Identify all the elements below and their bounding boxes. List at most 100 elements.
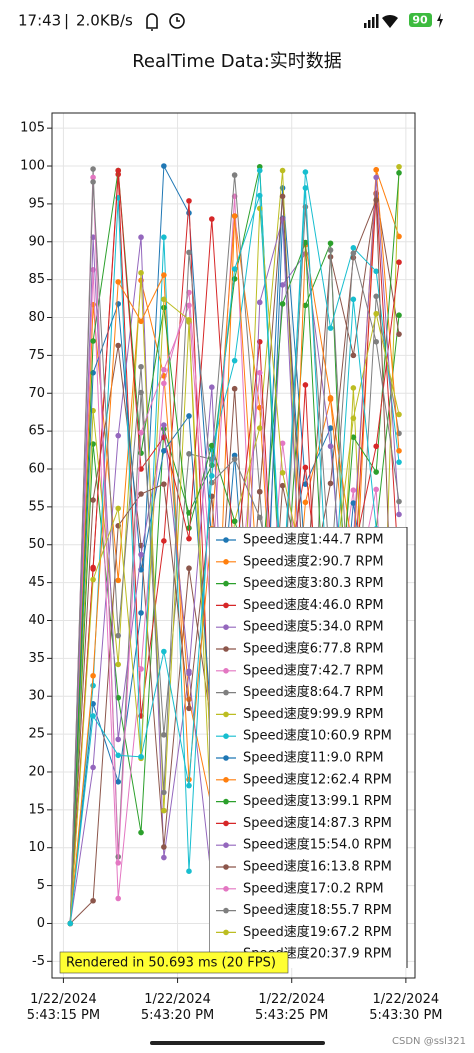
data-point: [302, 499, 309, 506]
data-point: [186, 705, 192, 712]
data-point: [327, 480, 334, 487]
data-point: [256, 425, 263, 431]
legend-label: Speed速度12:62.4 RPM: [243, 771, 392, 787]
data-point: [138, 450, 144, 456]
legend-label: Speed速度19:67.2 RPM: [243, 924, 392, 940]
data-point: [161, 422, 167, 428]
y-tick-label: 100: [20, 159, 45, 174]
data-point: [350, 415, 357, 422]
data-point: [231, 456, 238, 462]
data-point: [90, 179, 96, 185]
annotation: Rendered in 50.693 ms (20 FPS): [66, 956, 276, 971]
data-point: [231, 518, 238, 525]
data-point: [350, 250, 357, 256]
data-point: [373, 174, 379, 181]
data-point: [138, 363, 144, 370]
data-point: [302, 464, 309, 471]
annotation-box: [59, 951, 289, 974]
data-point: [279, 469, 286, 476]
data-point: [138, 491, 144, 497]
data-point: [138, 829, 144, 836]
data-point: [302, 239, 309, 246]
legend-label: Speed速度4:46.0 RPM: [243, 597, 384, 613]
y-tick-label: 50: [28, 537, 45, 552]
data-point: [256, 299, 263, 306]
legend-label: Speed速度8:64.7 RPM: [243, 684, 384, 700]
data-point: [90, 338, 96, 344]
data-point: [161, 538, 167, 544]
data-point: [256, 488, 263, 495]
data-point: [373, 469, 379, 475]
x-tick-label: 1/22/2024 5:43:15 PM: [26, 992, 101, 1023]
data-point: [396, 163, 402, 170]
data-point: [138, 270, 144, 276]
data-point: [209, 479, 215, 486]
y-tick-label: 80: [28, 310, 45, 325]
legend-label: Speed速度18:55.7 RPM: [243, 902, 392, 918]
watermark: CSDN @ssl321: [392, 1036, 466, 1047]
data-point: [396, 170, 402, 176]
data-point: [209, 384, 215, 390]
data-point: [350, 296, 357, 303]
data-point: [327, 240, 334, 247]
data-point: [161, 380, 167, 387]
legend-marker: [223, 886, 229, 892]
data-point: [115, 860, 122, 866]
data-point: [115, 577, 122, 584]
data-point: [186, 668, 192, 675]
legend-marker: [223, 559, 229, 565]
data-point: [186, 535, 192, 542]
y-tick-label: 35: [28, 651, 45, 666]
data-point: [302, 302, 309, 309]
legend-label: Speed速度7:42.7 RPM: [243, 662, 384, 678]
plot-frame: [51, 112, 416, 979]
data-point: [327, 425, 334, 431]
data-point: [373, 310, 379, 317]
legend-label: Speed速度1:44.7 RPM: [243, 532, 384, 548]
legend-marker: [223, 864, 229, 870]
data-point: [138, 610, 144, 616]
y-tick-label: 70: [28, 386, 45, 401]
data-point: [186, 413, 192, 419]
legend-label: Speed速度3:80.3 RPM: [243, 575, 384, 591]
data-point: [209, 442, 215, 449]
data-point: [186, 525, 192, 531]
data-point: [186, 451, 192, 457]
legend-label: Speed速度9:99.9 RPM: [243, 706, 384, 722]
data-point: [186, 565, 192, 572]
data-point: [161, 448, 167, 454]
legend-marker: [223, 798, 229, 805]
y-tick-label: 85: [28, 272, 45, 287]
y-tick-label: 10: [28, 840, 45, 855]
legend: Speed速度1:44.7 RPM Speed速度2:90.7 RPM Speed速…: [209, 527, 408, 968]
data-point: [279, 193, 286, 200]
data-point: [231, 385, 238, 392]
data-point: [231, 172, 238, 178]
data-point: [90, 166, 96, 172]
data-point: [373, 486, 379, 493]
data-point: [115, 895, 122, 902]
data-point: [115, 632, 122, 639]
y-tick-label: 30: [28, 689, 45, 704]
data-point: [396, 233, 402, 240]
status-separator: |: [64, 12, 69, 30]
data-point: [256, 192, 263, 199]
legend-label: Speed速度11:9.0 RPM: [243, 750, 384, 766]
data-point: [279, 301, 286, 307]
data-point: [90, 576, 96, 583]
data-point: [115, 279, 122, 285]
legend-marker: [223, 907, 229, 914]
data-point: [67, 920, 74, 927]
data-point: [90, 764, 96, 771]
data-point: [231, 357, 238, 364]
legend-marker: [223, 733, 229, 739]
data-point: [161, 272, 167, 278]
legend-marker: [223, 755, 229, 761]
x-tick-label: 1/22/2024 5:43:25 PM: [255, 992, 329, 1023]
data-point: [350, 487, 357, 494]
data-point: [138, 754, 144, 760]
status-speed: 2.0KB/s: [76, 12, 133, 30]
y-tick-label: 75: [28, 348, 45, 363]
data-point: [327, 247, 334, 253]
y-tick-label: 0: [37, 916, 45, 931]
